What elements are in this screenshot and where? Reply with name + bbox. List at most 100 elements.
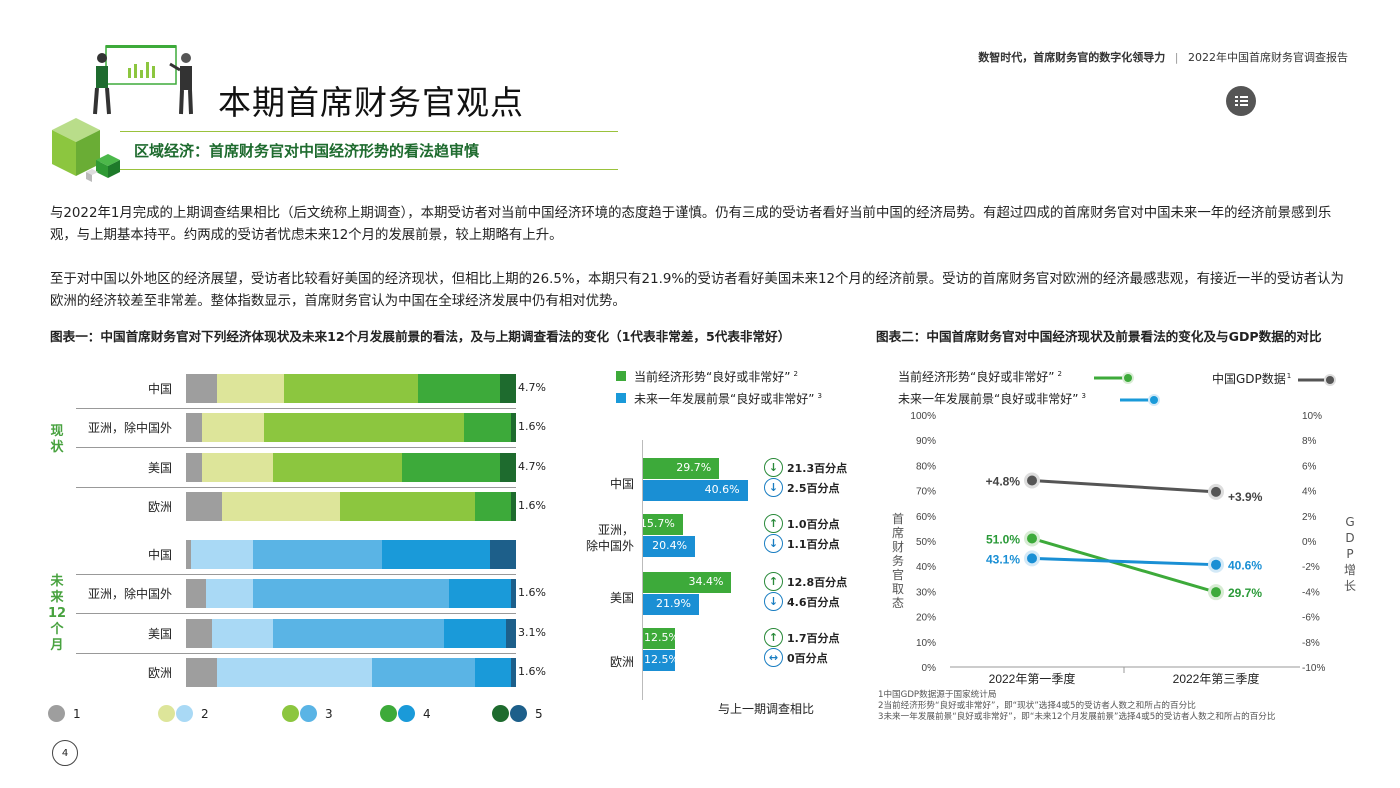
bar-segment bbox=[252, 540, 382, 569]
bar-segment bbox=[505, 619, 516, 648]
fig2-legend-current-line bbox=[1094, 372, 1134, 384]
paragraph-2: 至于对中国以外地区的经济展望，受访者比较看好美国的经济现状，但相比上期的26.5… bbox=[50, 272, 1344, 309]
fig2-legend-gdp: 中国GDP数据1 bbox=[1212, 370, 1291, 387]
y-tick-right: 0% bbox=[1302, 537, 1317, 548]
legend-dot-light-blue bbox=[176, 705, 193, 722]
bar-segment bbox=[186, 453, 202, 482]
row-label: 欧洲 bbox=[147, 666, 172, 680]
y-tick-left: 30% bbox=[916, 587, 936, 598]
stacked-bar bbox=[186, 540, 516, 569]
compare-value-label: 29.7% bbox=[676, 461, 712, 474]
compare-value-label: 34.4% bbox=[688, 575, 724, 588]
fig2-legend-current: 当前经济形势“良好或非常好” 2 bbox=[898, 368, 1062, 385]
bar-segment bbox=[510, 492, 516, 521]
data-label: 51.0% bbox=[986, 532, 1020, 546]
data-label: +4.8% bbox=[986, 475, 1021, 489]
stacked-bar bbox=[186, 619, 516, 648]
arrow-down-icon: ↓ bbox=[764, 592, 783, 611]
legend-dot-dark-green bbox=[492, 705, 509, 722]
series-line bbox=[1031, 537, 1217, 594]
figure1-legend: 1 2 3 4 5 bbox=[48, 705, 568, 725]
bar-segment bbox=[284, 374, 418, 403]
y-tick-left: 80% bbox=[916, 461, 936, 472]
compare-bar-chart: 中国 29.7% 40.6% ↓ 21.3百分点 ↓ 2.5百分点 亚洲， 除中国外 15.7%… bbox=[572, 452, 872, 692]
row-divider bbox=[76, 574, 516, 575]
fig2-legend-gdp-label: 中国GDP数据 bbox=[1212, 372, 1286, 386]
compare-row-label: 美国 bbox=[609, 591, 634, 605]
fig2-legend-future-label: 未来一年发展前景“良好或非常好” bbox=[898, 392, 1079, 406]
legend-item-1: 1 bbox=[48, 705, 81, 722]
fig2-ylabel-right: GDP增长 bbox=[1343, 515, 1356, 593]
change-text: 1.7百分点 bbox=[787, 631, 840, 645]
menu-button[interactable] bbox=[1226, 86, 1256, 116]
change-indicator: ↓ 2.5百分点 bbox=[764, 478, 840, 497]
compare-value-label: 15.7% bbox=[639, 517, 675, 530]
compare-bar-current: 15.7% bbox=[639, 514, 683, 535]
bar-segment bbox=[490, 540, 516, 569]
data-label: 4.7% bbox=[518, 381, 546, 394]
series-line bbox=[1031, 479, 1217, 494]
bar-segment bbox=[186, 658, 218, 687]
data-label: 1.6% bbox=[518, 420, 546, 433]
bar-segment bbox=[464, 413, 511, 442]
row-label: 欧洲 bbox=[147, 500, 172, 514]
change-text: 12.8百分点 bbox=[787, 575, 848, 589]
fig2-legend-future: 未来一年发展前景“良好或非常好” 3 bbox=[898, 390, 1086, 407]
bar-segment bbox=[417, 374, 501, 403]
row-label: 美国 bbox=[147, 461, 172, 475]
y-tick-right: 10% bbox=[1302, 411, 1322, 422]
bar-segment bbox=[191, 540, 253, 569]
bar-segment bbox=[510, 579, 516, 608]
arrow-down-icon: ↓ bbox=[764, 478, 783, 497]
footnote-1: 1中国GDP数据源于国家统计局 bbox=[878, 690, 997, 700]
page-number: 4 bbox=[52, 740, 78, 766]
legend-label-1: 1 bbox=[73, 706, 81, 721]
compare-value-label: 12.5% bbox=[644, 653, 679, 666]
compare-row-label: 亚洲， 除中国外 bbox=[585, 523, 634, 553]
data-label: 29.7% bbox=[1228, 586, 1262, 600]
stacked-bar-chart: 中国9.4%20.3%40.6%25.0%4.7%亚洲，除中国外4.7%18.8… bbox=[72, 370, 546, 690]
compare-bar-future: 21.9% bbox=[642, 594, 699, 615]
data-label: 1.6% bbox=[518, 499, 546, 512]
legend-dot-mid-blue bbox=[300, 705, 317, 722]
change-indicator: ↑ 12.8百分点 bbox=[764, 572, 847, 591]
y-tick-right: -6% bbox=[1302, 613, 1320, 624]
data-label: 1.6% bbox=[518, 586, 546, 599]
row-label: 亚洲，除中国外 bbox=[87, 421, 172, 435]
y-tick-right: -8% bbox=[1302, 638, 1320, 649]
fig2-legend-future-line bbox=[1120, 394, 1160, 406]
compare-legend-current: 当前经济形势“良好或非常好” 2 bbox=[616, 368, 798, 385]
data-label: 4.7% bbox=[518, 460, 546, 473]
data-point bbox=[1211, 559, 1221, 570]
bar-segment bbox=[448, 579, 511, 608]
bar-segment bbox=[217, 374, 284, 403]
compare-caption: 与上一期调查相比 bbox=[718, 702, 815, 716]
section-rule-top bbox=[120, 131, 618, 132]
side-label-future: 未 来 12 个 月 bbox=[47, 574, 67, 653]
row-divider bbox=[76, 408, 516, 409]
fig2-legend-current-sup: 2 bbox=[1057, 370, 1062, 378]
compare-value-label: 20.4% bbox=[652, 539, 688, 552]
y-tick-right: -2% bbox=[1302, 562, 1320, 573]
bar-segment bbox=[186, 619, 212, 648]
fig2-legend-future-sup: 3 bbox=[1081, 392, 1086, 400]
bar-segment bbox=[217, 658, 372, 687]
footnote-2: 2当前经济形势“良好或非常好”，即“现状”选择4或5的受访者人数之和所占的百分比 bbox=[878, 701, 1196, 711]
fig2-legend-gdp-line bbox=[1298, 374, 1336, 386]
legend-item-3: 3 bbox=[282, 705, 333, 722]
arrow-down-icon: ↓ bbox=[764, 534, 783, 553]
stacked-bar bbox=[186, 413, 516, 442]
y-tick-left: 40% bbox=[916, 562, 936, 573]
bar-segment bbox=[186, 579, 207, 608]
change-text: 1.0百分点 bbox=[787, 517, 840, 531]
legend-dot-pale-yellow bbox=[158, 705, 175, 722]
row-divider bbox=[76, 653, 516, 654]
y-tick-right: 4% bbox=[1302, 487, 1317, 498]
bar-segment bbox=[340, 492, 475, 521]
legend-item-2: 2 bbox=[158, 705, 209, 722]
change-indicator: ↓ 4.6百分点 bbox=[764, 592, 840, 611]
stacked-bar bbox=[186, 658, 516, 687]
arrow-up-icon: ↑ bbox=[764, 514, 783, 533]
y-tick-left: 70% bbox=[916, 487, 936, 498]
bar-segment bbox=[252, 579, 449, 608]
